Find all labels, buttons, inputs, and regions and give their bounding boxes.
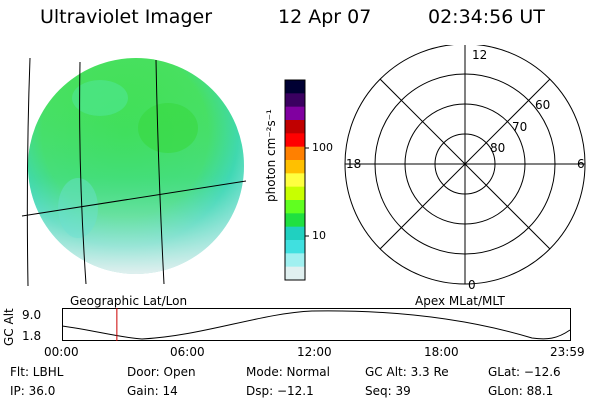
- colorbar-tick-10: 10: [312, 229, 326, 242]
- colorbar-block: [285, 80, 305, 94]
- time-label: 02:34:56 UT: [428, 6, 545, 28]
- colorbar-unit-label: photon cm⁻²s⁻¹: [264, 109, 278, 202]
- mlt-label-12: 12: [472, 48, 488, 62]
- colorbar-block: [285, 120, 305, 134]
- colorbar-block: [285, 186, 305, 201]
- colorbar-block: [285, 133, 305, 148]
- altitude-ylabel: GC Alt: [2, 308, 16, 346]
- info-door: Door: Open: [127, 365, 196, 379]
- app-title: Ultraviolet Imager: [40, 6, 213, 28]
- longitude-line: [155, 59, 165, 285]
- longitude-line: [26, 57, 31, 287]
- time-tick-0: 00:00: [44, 345, 79, 359]
- colorbar-block: [285, 240, 305, 254]
- colorbar-block: [285, 200, 305, 214]
- colorbar-block: [285, 266, 305, 281]
- info-gain: Gain: 14: [127, 384, 178, 398]
- mlat-label-80: 80: [490, 141, 506, 155]
- mlt-label-18: 18: [346, 157, 362, 171]
- colorbar: [284, 79, 309, 281]
- info-dsp: Dsp: −12.1: [246, 384, 314, 398]
- longitude-line: [79, 61, 87, 285]
- info-mode: Mode: Normal: [246, 365, 330, 379]
- mlat-label-60: 60: [535, 98, 551, 112]
- info-seq: Seq: 39: [365, 384, 411, 398]
- uv-image: [21, 57, 247, 287]
- colorbar-block: [285, 93, 305, 108]
- altitude-tick-high: 9.0: [22, 308, 42, 322]
- colorbar-block: [285, 173, 305, 188]
- altitude-strip: [62, 308, 571, 341]
- info-flt: Flt: LBHL: [10, 365, 64, 379]
- time-tick-2: 12:00: [297, 345, 332, 359]
- info-glat: GLat: −12.6: [488, 365, 561, 379]
- colorbar-block: [285, 160, 305, 174]
- colorbar-block: [285, 226, 305, 241]
- altitude-curve: [62, 310, 571, 340]
- polar-caption: Apex MLat/MLT: [415, 294, 505, 308]
- colorbar-block: [285, 146, 305, 161]
- colorbar-tick-100: 100: [312, 141, 333, 154]
- info-glon: GLon: 88.1: [488, 384, 554, 398]
- date-label: 12 Apr 07: [278, 6, 372, 28]
- mlt-label-6: 6: [577, 157, 585, 171]
- colorbar-block: [285, 106, 305, 121]
- time-tick-4: 23:59: [550, 345, 585, 359]
- colorbar-block: [285, 253, 305, 268]
- mlt-label-0: 0: [468, 278, 476, 292]
- mlat-label-70: 70: [512, 120, 528, 134]
- time-tick-1: 06:00: [170, 345, 205, 359]
- info-ip: IP: 36.0: [10, 384, 56, 398]
- latitude-line: [21, 180, 247, 217]
- altitude-tick-low: 1.8: [22, 329, 42, 343]
- time-tick-3: 18:00: [424, 345, 459, 359]
- polar-plot: [344, 45, 586, 285]
- colorbar-block: [285, 213, 305, 228]
- image-caption: Geographic Lat/Lon: [70, 294, 188, 308]
- info-gcalt: GC Alt: 3.3 Re: [365, 365, 449, 379]
